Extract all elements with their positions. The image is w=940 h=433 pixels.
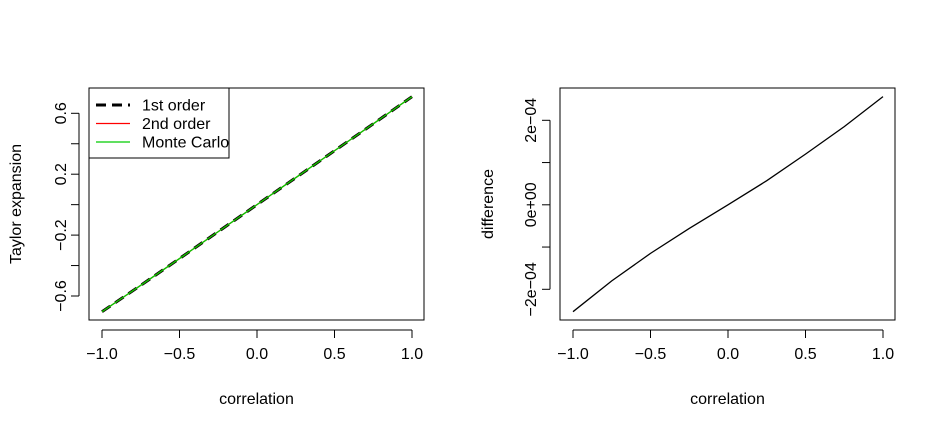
x-tick-label: 1.0 [401, 346, 423, 363]
plot-frame [88, 87, 425, 321]
series-line-monte-carlo [101, 96, 413, 313]
legend-label: Monte Carlo [142, 135, 229, 152]
x-tick-label: 0.0 [717, 346, 739, 363]
x-tick-label: −0.5 [635, 346, 667, 363]
x-axis-label: correlation [690, 391, 765, 408]
legend-label: 2nd order [142, 116, 211, 133]
series-line-difference [572, 96, 884, 313]
x-tick-label: 0.0 [246, 346, 268, 363]
y-tick-label: 0.2 [53, 163, 70, 185]
y-tick-label: −2e−04 [523, 262, 540, 316]
x-tick-label: 1.0 [872, 346, 894, 363]
x-tick-label: −1.0 [557, 346, 589, 363]
x-tick-label: 0.5 [323, 346, 345, 363]
y-axis-label: Taylor expansion [8, 144, 25, 264]
plot-frame [559, 87, 896, 321]
x-tick-label: 0.5 [794, 346, 816, 363]
x-axis-label: correlation [219, 391, 294, 408]
panel-1: −1.0 −0.5 0.0 0.5 1.0 −0.6 −0.2 0.2 0.6 correlati… [8, 87, 425, 408]
legend-label: 1st order [142, 98, 206, 115]
y-tick-label: 2e−04 [523, 98, 540, 143]
x-tick-label: −1.0 [86, 346, 118, 363]
y-tick-label: −0.6 [53, 280, 70, 312]
panel-2: −1.0 −0.5 0.0 0.5 1.0 −2e−04 0e+00 2e−04 correla… [480, 87, 896, 408]
y-tick-label: 0e+00 [523, 182, 540, 227]
x-tick-label: −0.5 [164, 346, 196, 363]
y-axis-label: difference [480, 169, 497, 239]
y-tick-label: −0.2 [53, 219, 70, 251]
y-tick-label: 0.6 [53, 102, 70, 124]
